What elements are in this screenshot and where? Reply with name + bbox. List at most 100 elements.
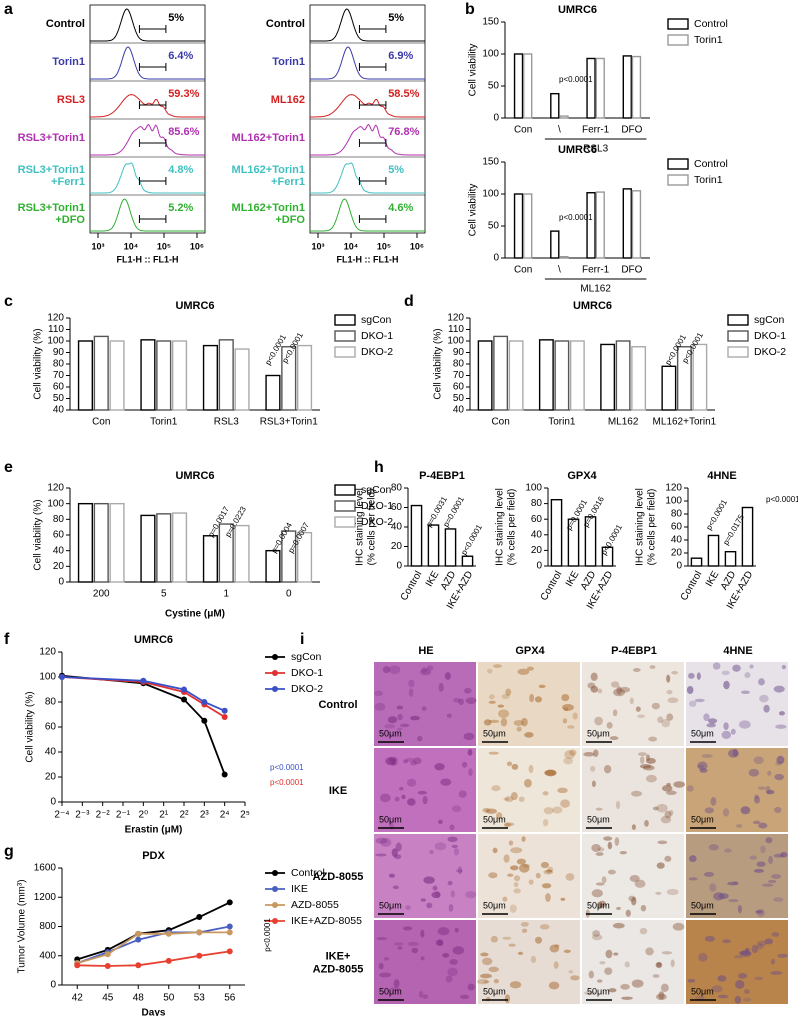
point <box>201 717 208 724</box>
texture <box>562 718 568 724</box>
legend-label: sgCon <box>291 651 322 663</box>
texture <box>393 979 400 988</box>
texture <box>420 929 425 938</box>
point <box>226 899 233 906</box>
texture <box>488 700 496 704</box>
axis-tick-label: 10⁴ <box>344 241 358 251</box>
texture <box>612 709 618 717</box>
y-tick-label: 0 <box>536 561 542 572</box>
legend-label: Control <box>291 867 325 879</box>
texture <box>513 875 521 882</box>
texture <box>553 961 559 969</box>
y-tick-label: 120 <box>39 647 56 658</box>
legend-swatch <box>334 484 356 496</box>
texture <box>394 942 404 946</box>
texture <box>408 688 414 697</box>
texture <box>694 698 705 703</box>
texture <box>661 951 673 955</box>
micrograph <box>686 834 788 918</box>
bar <box>171 340 188 411</box>
chart-title: UMRC6 <box>558 144 597 156</box>
texture <box>630 790 643 797</box>
legend-marker <box>272 654 278 660</box>
texture <box>483 719 492 726</box>
sample-label: +Ferr1 <box>271 176 305 188</box>
series-line <box>77 931 230 964</box>
texture <box>508 840 514 846</box>
texture <box>761 883 774 887</box>
bar <box>156 513 172 583</box>
legend-label: IKE+AZD-8055 <box>291 915 362 927</box>
texture <box>607 869 616 875</box>
texture <box>534 696 542 703</box>
texture <box>518 796 525 803</box>
texture <box>517 668 530 675</box>
bar <box>559 115 569 119</box>
y-tick-label: 40 <box>391 522 403 533</box>
chart-title: 4HNE <box>707 470 736 482</box>
texture <box>595 882 605 886</box>
bar <box>631 55 642 119</box>
texture <box>449 824 455 831</box>
gate <box>358 215 387 223</box>
x-tick-label: 2⁰ <box>139 810 149 821</box>
texture <box>407 798 416 806</box>
texture <box>664 810 672 819</box>
percent-label: 4.6% <box>388 202 413 214</box>
texture <box>651 702 660 710</box>
texture <box>421 666 428 673</box>
texture <box>453 847 460 856</box>
y-tick-label: 20 <box>531 545 543 556</box>
texture <box>488 966 500 973</box>
texture <box>458 698 465 706</box>
texture <box>666 790 677 796</box>
y-tick-label: 0 <box>58 577 64 588</box>
texture <box>597 979 603 983</box>
histogram-curve <box>90 8 205 42</box>
histogram-curve <box>90 123 205 156</box>
texture <box>509 904 517 913</box>
texture <box>492 847 498 854</box>
bar <box>690 557 703 567</box>
texture <box>721 730 732 739</box>
series-line <box>77 901 231 961</box>
annotation: p<0.0001 <box>263 918 272 952</box>
texture <box>388 873 396 878</box>
texture <box>528 764 534 774</box>
bar <box>427 524 440 567</box>
texture <box>511 763 519 770</box>
texture <box>396 727 403 731</box>
texture <box>442 953 450 958</box>
texture <box>704 807 714 814</box>
texture <box>564 750 575 759</box>
axis-label: FL1-H :: FL1-H <box>117 254 179 264</box>
texture <box>408 679 415 688</box>
texture <box>656 862 665 869</box>
sample-label: ML162+Torin1 <box>232 202 305 214</box>
bar <box>523 53 533 119</box>
gate <box>138 139 167 147</box>
column-header: P-4EBP1 <box>611 645 657 657</box>
texture <box>708 718 718 724</box>
texture <box>545 869 553 873</box>
legend-label: Torin1 <box>694 174 723 186</box>
texture <box>426 665 434 671</box>
bar <box>77 340 94 411</box>
texture <box>405 905 411 910</box>
y-axis-label: Tumor Volume (mm³) <box>17 879 28 973</box>
axis-tick-label: 10³ <box>311 241 324 251</box>
texture <box>407 941 419 946</box>
texture <box>390 986 400 991</box>
texture <box>709 883 717 892</box>
x-tick-label: 2³ <box>200 810 210 821</box>
bar <box>513 193 524 259</box>
texture <box>418 991 424 998</box>
scale-label: 50μm <box>379 900 402 910</box>
texture <box>615 800 621 810</box>
bar <box>595 191 605 259</box>
legend-marker <box>272 686 278 692</box>
texture <box>629 875 640 882</box>
texture <box>375 837 388 844</box>
texture <box>625 909 631 917</box>
y-tick-label: 120 <box>665 483 682 494</box>
